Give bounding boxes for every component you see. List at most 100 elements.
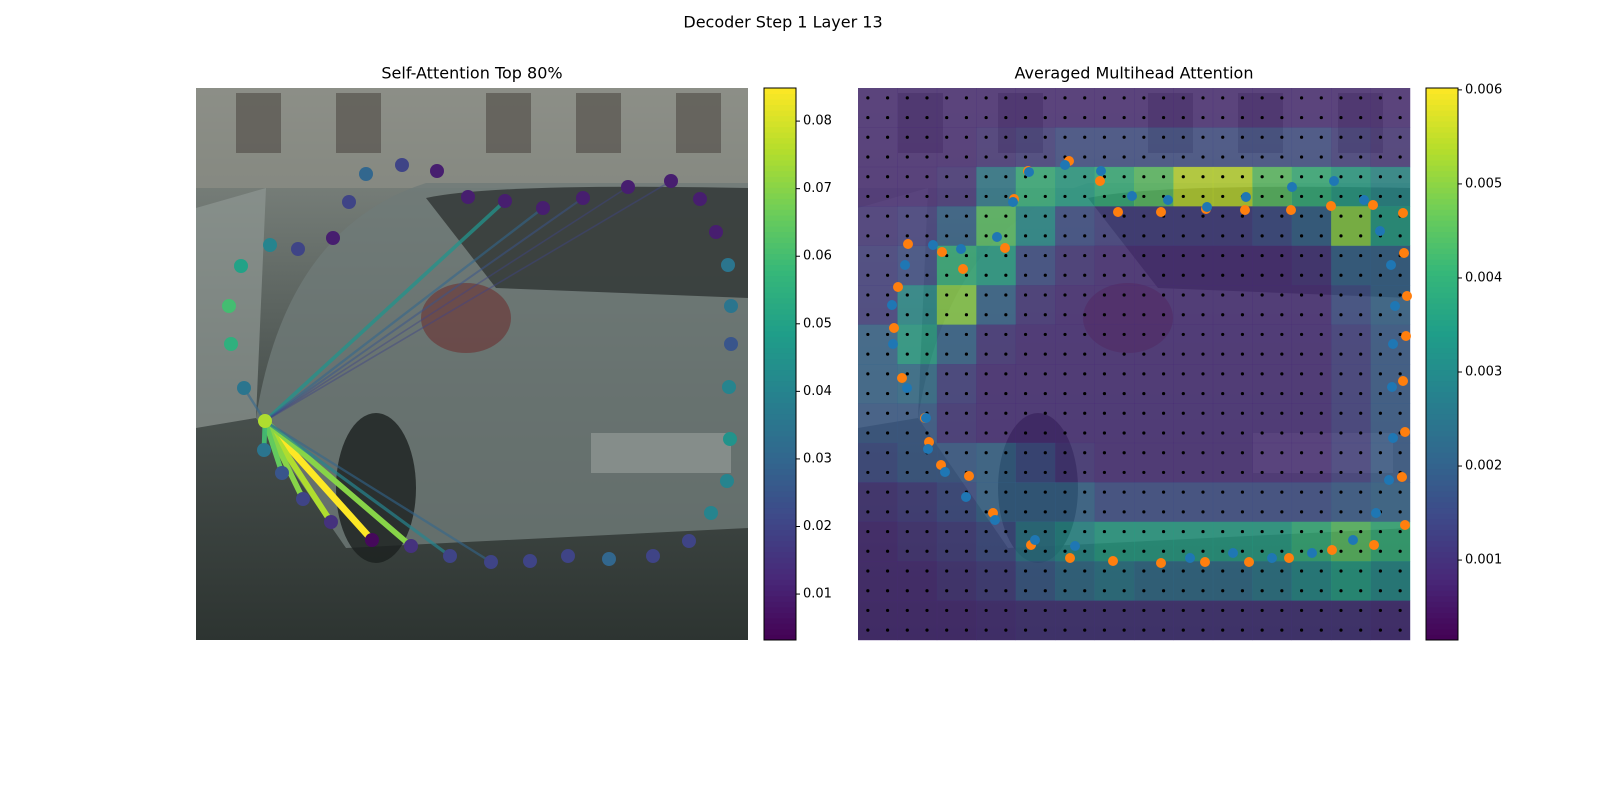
reference-dot: [984, 510, 988, 514]
reference-dot: [1181, 411, 1185, 415]
reference-dot: [1063, 391, 1067, 396]
reference-dot: [1359, 510, 1363, 514]
heatmap-cell: [1055, 285, 1095, 325]
colorbar-segment: [1426, 623, 1458, 630]
scatter-point: [1402, 291, 1412, 301]
colorbar-segment: [1426, 579, 1458, 586]
reference-dot: [1280, 529, 1284, 534]
car-window: [426, 186, 748, 298]
point: [395, 158, 409, 172]
reference-dot: [1221, 135, 1225, 139]
reference-dot: [1240, 175, 1245, 179]
reference-dot: [1339, 234, 1343, 238]
colorbar-segment: [764, 485, 796, 492]
reference-dot: [1004, 352, 1008, 356]
colorbar-segment: [764, 286, 796, 293]
reference-grid: [866, 96, 1402, 632]
point: [602, 552, 616, 566]
colorbar-segment: [1426, 502, 1458, 509]
reference-dot: [1181, 549, 1185, 553]
heatmap-cell: [1015, 482, 1056, 523]
reference-dot: [1319, 214, 1323, 218]
colorbar-segment: [1426, 358, 1458, 365]
reference-dot: [1359, 175, 1363, 179]
reference-dot: [1161, 372, 1166, 376]
reference-dot: [1142, 115, 1146, 120]
heatmap-cell: [1212, 561, 1253, 601]
reference-dot: [1083, 391, 1087, 396]
colorbar-segment: [1426, 606, 1458, 613]
scatter-point: [964, 471, 974, 481]
reference-dot: [1280, 194, 1284, 199]
reference-dot: [984, 589, 988, 593]
reference-dot: [1102, 372, 1107, 376]
reference-dot: [1398, 155, 1402, 159]
reference-dot: [964, 214, 969, 218]
colorbar-segment: [764, 397, 796, 404]
reference-dot: [1260, 569, 1264, 573]
reference-dot: [885, 234, 890, 238]
reference-dot: [1102, 214, 1107, 218]
reference-dot: [1240, 569, 1245, 573]
colorbar-segment: [1426, 402, 1458, 409]
reference-dot: [925, 194, 929, 199]
colorbar-segment: [1426, 104, 1458, 111]
colorbar-segment: [764, 347, 796, 354]
scatter-point: [1284, 553, 1294, 563]
point: [222, 299, 236, 313]
reference-dot: [1319, 96, 1323, 100]
reference-dot: [1083, 470, 1087, 475]
reference-dot: [905, 273, 909, 277]
heatmap-cell: [1252, 88, 1293, 128]
heatmap-cell: [897, 324, 938, 365]
reference-dot: [1221, 470, 1225, 475]
reference-dot: [1083, 273, 1087, 277]
reference-dot: [1240, 608, 1245, 613]
reference-dot: [945, 273, 949, 277]
reference-dot: [964, 135, 969, 139]
reference-dot: [1161, 273, 1166, 277]
reference-dot: [1004, 293, 1008, 297]
reference-dot: [925, 352, 929, 356]
reference-dot: [1063, 115, 1067, 120]
reference-dot: [1142, 451, 1146, 455]
reference-dot: [1023, 273, 1028, 277]
scatter-point: [990, 515, 1000, 525]
colorbar-segment: [764, 209, 796, 216]
reference-dot: [1339, 214, 1343, 218]
point: [646, 549, 660, 563]
reference-dot: [1280, 608, 1284, 613]
reference-dot: [905, 549, 909, 553]
heatmap-cell: [1134, 482, 1174, 523]
colorbar-segment: [764, 502, 796, 509]
heatmap-cell: [1055, 127, 1095, 168]
reference-dot: [1359, 451, 1363, 455]
reference-dot: [1102, 175, 1107, 179]
reference-dot: [905, 510, 909, 514]
colorbar-segment: [764, 590, 796, 597]
reference-dot: [1339, 194, 1343, 199]
heatmap-cell: [1252, 206, 1293, 247]
reference-dot: [1280, 96, 1284, 100]
reference-dot: [945, 490, 949, 494]
reference-dot: [1398, 332, 1402, 337]
reference-dot: [945, 431, 949, 435]
reference-dot: [964, 175, 969, 179]
reference-dot: [1299, 115, 1304, 120]
reference-dot: [1122, 431, 1126, 435]
reference-dot: [925, 628, 929, 632]
reference-dot: [866, 253, 870, 258]
reference-dot: [866, 273, 870, 277]
reference-dot: [1221, 155, 1225, 159]
reference-dot: [1142, 234, 1146, 238]
heatmap-cell: [1252, 442, 1293, 483]
reference-dot: [1102, 194, 1107, 199]
reference-dot: [964, 431, 969, 435]
reference-dot: [1201, 332, 1205, 337]
point: [693, 192, 707, 206]
reference-dot: [1378, 391, 1383, 396]
reference-dot: [1083, 628, 1087, 632]
reference-dot: [1102, 273, 1107, 277]
reference-dot: [1280, 273, 1284, 277]
reference-dot: [1083, 352, 1087, 356]
